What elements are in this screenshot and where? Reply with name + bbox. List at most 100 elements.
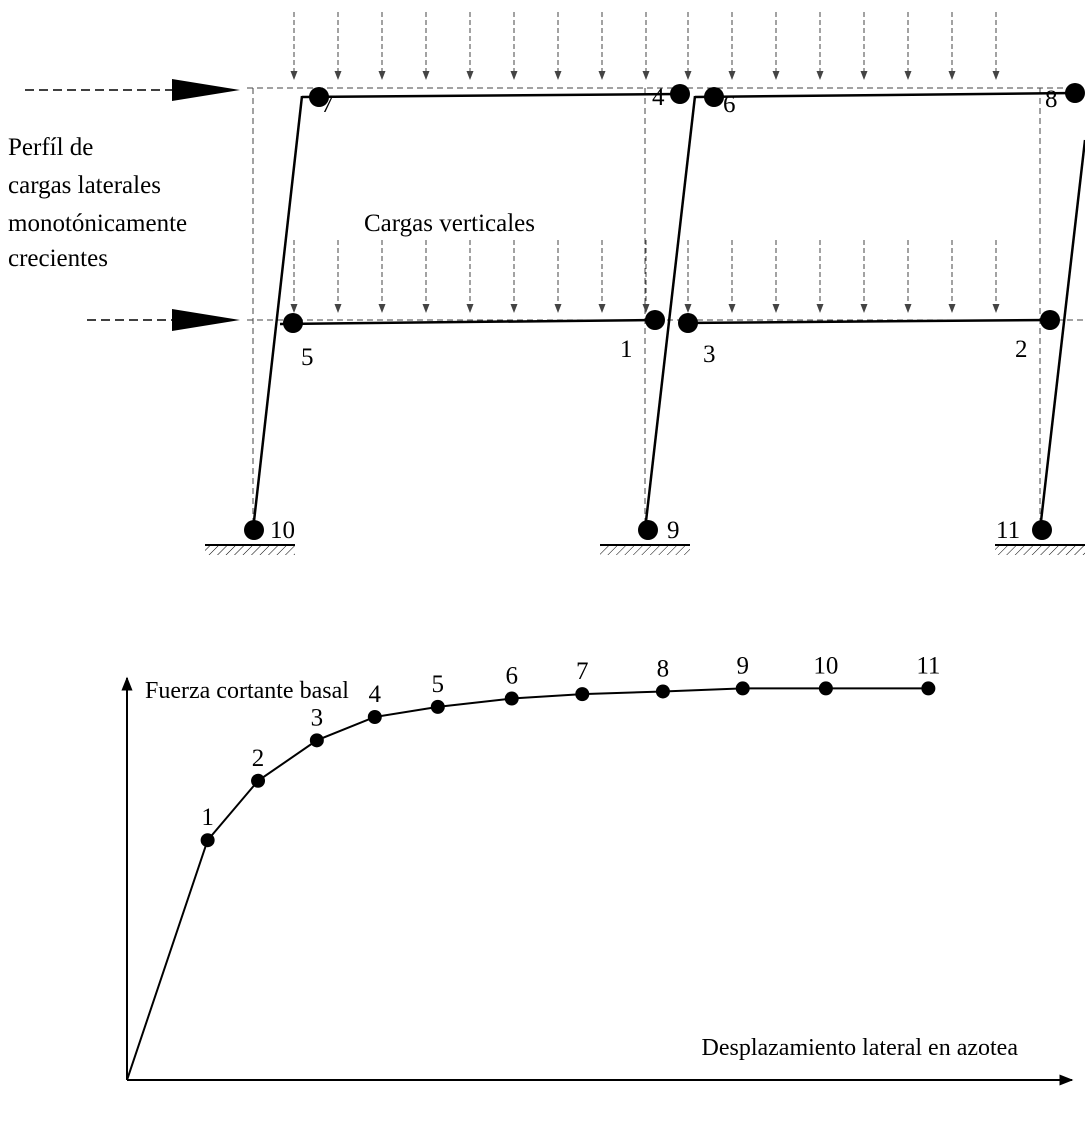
hinge-label-11: 11 <box>996 517 1020 544</box>
curve-point-11 <box>921 681 936 696</box>
vertical-load-label: Cargas verticales <box>364 210 535 237</box>
vertical-load-arrowhead-1-6 <box>554 304 562 313</box>
hinge-label-4: 4 <box>652 84 665 111</box>
vertical-load-arrowhead-1-1 <box>334 304 342 313</box>
lateral-load-label-line-2: cargas laterales <box>8 172 161 199</box>
vertical-load-arrowhead-1-12 <box>816 304 824 313</box>
curve-point-4 <box>367 710 382 724</box>
plastic-hinges <box>244 83 1085 540</box>
vertical-load-arrowhead-1-13 <box>860 304 868 313</box>
vertical-load-arrowhead-1-0 <box>290 304 298 313</box>
vertical-load-arrowhead-1-14 <box>904 304 912 313</box>
vertical-load-arrowhead-1-2 <box>378 304 386 313</box>
plastic-hinge-6 <box>704 87 724 107</box>
curve-point-6 <box>504 691 519 706</box>
curve-point-label-3: 3 <box>311 704 324 731</box>
plastic-hinge-8 <box>1065 83 1085 103</box>
lateral-load-arrows <box>25 79 240 331</box>
vertical-load-arrowhead-0-5 <box>510 71 518 80</box>
hinge-label-7: 7 <box>321 91 334 118</box>
plastic-hinge-10 <box>244 520 264 540</box>
deformed-frame <box>251 91 1085 531</box>
vertical-load-arrowhead-0-7 <box>598 71 606 80</box>
curve-point-label-4: 4 <box>369 681 382 708</box>
vertical-load-arrowhead-0-14 <box>904 71 912 80</box>
vertical-load-arrowhead-1-5 <box>510 304 518 313</box>
plastic-hinge-3 <box>678 313 698 333</box>
lateral-load-label-line-3: monotónicamente <box>8 210 187 237</box>
vertical-load-arrowhead-1-15 <box>948 304 956 313</box>
vertical-load-arrowhead-0-16 <box>992 71 1000 80</box>
plastic-hinge-11 <box>1032 520 1052 540</box>
hinge-label-5: 5 <box>301 344 314 371</box>
undeformed-frame <box>247 87 1085 530</box>
vertical-load-arrowhead-1-4 <box>466 304 474 313</box>
vertical-load-arrowhead-1-9 <box>684 304 692 313</box>
vertical-load-arrowhead-0-4 <box>466 71 474 80</box>
curve-point-label-9: 9 <box>736 652 749 679</box>
curve-point-label-10: 10 <box>813 652 838 679</box>
plastic-hinge-7 <box>309 87 329 107</box>
hinge-label-6: 6 <box>723 91 736 118</box>
pushover-chart: Fuerza cortante basal Desplazamiento lat… <box>121 652 1074 1086</box>
vertical-load-arrowhead-0-15 <box>948 71 956 80</box>
plastic-hinge-9 <box>638 520 658 540</box>
curve-points: 1 2 3 4 5 6 7 8 9 10 11 <box>200 652 940 848</box>
hinge-labels: 1 2 3 4 5 6 7 8 9 10 11 <box>270 84 1058 544</box>
lateral-load-label: Perfíl de cargas laterales monotónicamen… <box>8 134 187 272</box>
vertical-load-arrowhead-0-2 <box>378 71 386 80</box>
vertical-load-arrowhead-0-0 <box>290 71 298 80</box>
curve-point-10 <box>818 681 833 696</box>
curve-point-label-8: 8 <box>657 655 670 682</box>
curve-point-2 <box>251 773 266 788</box>
support-left <box>205 544 295 555</box>
vertical-load-arrowhead-1-7 <box>598 304 606 313</box>
plastic-hinge-1 <box>645 310 665 330</box>
vertical-load-arrowhead-0-9 <box>684 71 692 80</box>
vertical-load-arrowhead-1-11 <box>772 304 780 313</box>
vertical-load-arrowhead-1-8 <box>642 304 650 313</box>
hinge-label-3: 3 <box>703 341 716 368</box>
lateral-arrow-roof-head <box>172 79 240 101</box>
lateral-load-label-line-1: Perfíl de <box>8 134 93 161</box>
curve-point-1 <box>200 833 215 848</box>
curve-point-label-2: 2 <box>252 745 265 772</box>
hinge-label-1: 1 <box>620 336 633 363</box>
curve-point-label-1: 1 <box>201 804 214 831</box>
supports <box>205 544 1085 555</box>
support-right <box>995 544 1085 555</box>
vertical-load-arrowhead-0-8 <box>642 71 650 80</box>
support-middle <box>600 544 690 555</box>
plastic-hinge-2 <box>1040 310 1060 330</box>
vertical-load-arrowhead-0-11 <box>772 71 780 80</box>
hinge-label-9: 9 <box>667 517 680 544</box>
capacity-curve <box>126 687 929 1081</box>
hinge-label-2: 2 <box>1015 336 1028 363</box>
plastic-hinge-5 <box>283 313 303 333</box>
curve-point-label-7: 7 <box>576 658 589 685</box>
lateral-arrow-floor-head <box>172 309 240 331</box>
vertical-load-arrowhead-0-3 <box>422 71 430 80</box>
vertical-load-arrowhead-0-12 <box>816 71 824 80</box>
vertical-load-arrowhead-1-16 <box>992 304 1000 313</box>
vertical-load-arrowhead-1-3 <box>422 304 430 313</box>
vertical-load-arrowhead-0-6 <box>554 71 562 80</box>
curve-point-label-5: 5 <box>432 671 445 698</box>
y-axis-label: Fuerza cortante basal <box>145 678 349 704</box>
lateral-load-label-line-4: crecientes <box>8 245 108 272</box>
plastic-hinge-4 <box>670 84 690 104</box>
curve-point-label-6: 6 <box>505 663 518 690</box>
vertical-loads <box>290 12 1000 313</box>
curve-point-7 <box>575 687 590 702</box>
vertical-load-arrowhead-0-13 <box>860 71 868 80</box>
curve-point-3 <box>309 733 324 748</box>
hinge-label-10: 10 <box>270 517 295 544</box>
curve-point-8 <box>655 684 670 699</box>
hinge-label-8: 8 <box>1045 86 1058 113</box>
vertical-load-arrowhead-0-1 <box>334 71 342 80</box>
x-axis-label: Desplazamiento lateral en azotea <box>702 1035 1019 1061</box>
curve-point-label-11: 11 <box>916 652 940 679</box>
vertical-load-arrowhead-0-10 <box>728 71 736 80</box>
curve-point-5 <box>430 699 445 714</box>
